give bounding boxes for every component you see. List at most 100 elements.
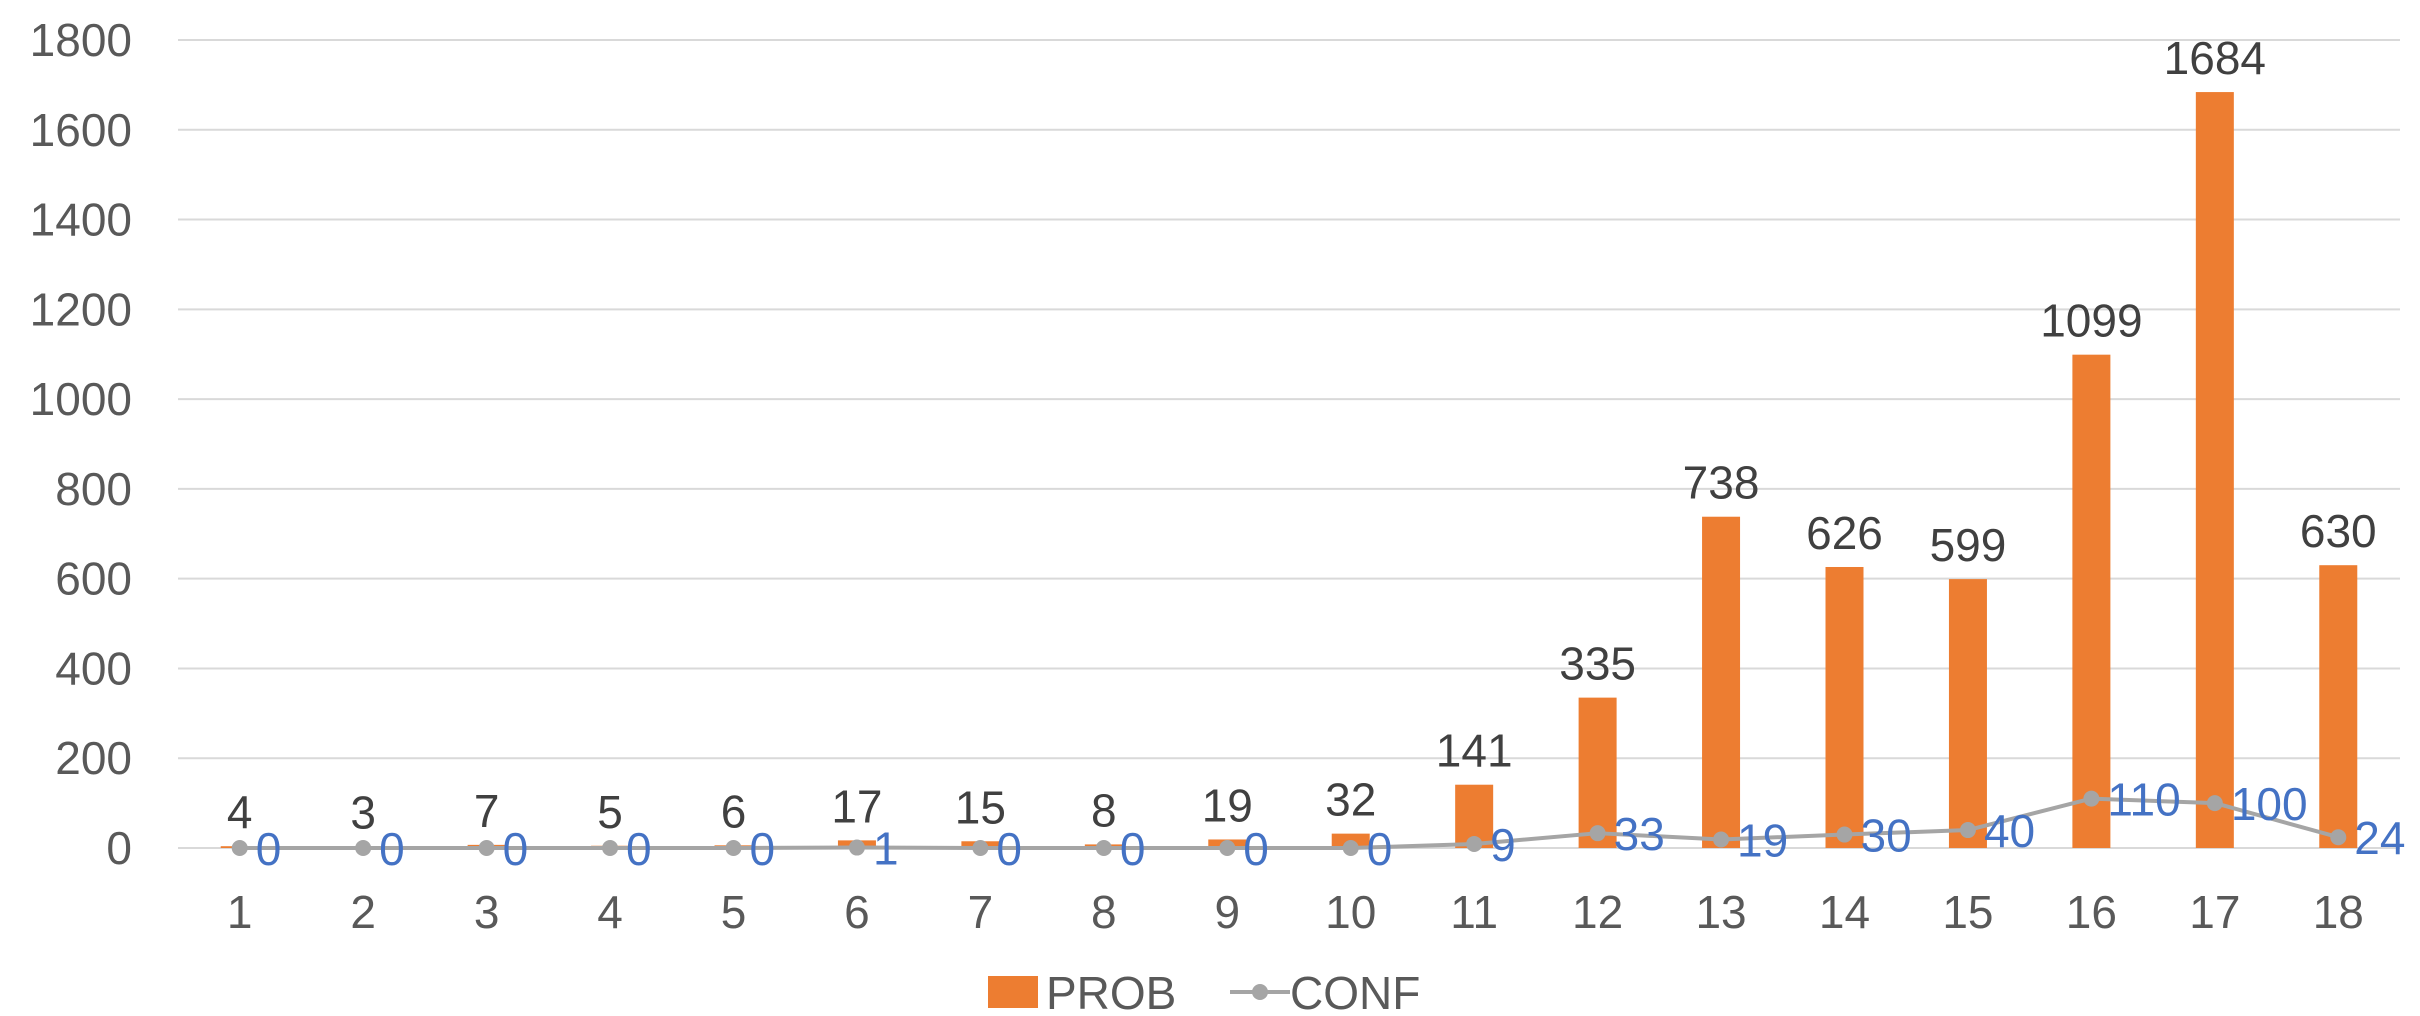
conf-point (1713, 831, 1730, 848)
conf-data-label: 0 (256, 823, 282, 875)
y-tick-label: 1800 (30, 14, 132, 66)
conf-point (1095, 840, 1112, 856)
conf-point (848, 839, 865, 856)
x-tick-label: 3 (474, 886, 500, 938)
conf-point (2083, 790, 2100, 807)
conf-point (478, 840, 495, 856)
conf-data-label: 40 (1984, 805, 2035, 857)
y-tick-label: 1200 (30, 283, 132, 335)
y-tick-label: 400 (55, 642, 132, 694)
y-tick-label: 800 (55, 463, 132, 515)
gridlines (178, 39, 2400, 849)
conf-data-label: 30 (1861, 810, 1912, 862)
y-tick-label: 1600 (30, 104, 132, 156)
prob-data-label: 15 (955, 781, 1006, 833)
conf-point (231, 840, 248, 856)
x-tick-label: 9 (1214, 886, 1240, 938)
conf-data-label: 0 (379, 823, 405, 875)
conf-data-label: 100 (2231, 778, 2308, 830)
x-tick-label: 16 (2066, 886, 2117, 938)
conf-data-label: 9 (1490, 819, 1516, 871)
conf-data-label: 0 (1120, 823, 1146, 875)
x-tick-label: 8 (1091, 886, 1117, 938)
prob-data-label: 599 (1930, 519, 2007, 571)
prob-data-label: 626 (1806, 507, 1883, 559)
legend-swatch-prob (988, 976, 1038, 1008)
y-tick-label: 1000 (30, 373, 132, 425)
conf-point (725, 840, 742, 856)
y-tick-label: 1400 (30, 194, 132, 246)
conf-data-label: 24 (2354, 812, 2405, 864)
conf-data-label: 0 (503, 823, 529, 875)
conf-data-label: 0 (1243, 823, 1269, 875)
conf-point (2206, 795, 2223, 812)
conf-data-label: 0 (1367, 823, 1393, 875)
conf-data-label: 110 (2107, 774, 2180, 826)
conf-data-label: 19 (1737, 814, 1788, 866)
prob-data-label: 32 (1325, 774, 1376, 826)
prob-data-label: 17 (831, 780, 882, 832)
prob-data-label: 141 (1436, 725, 1513, 777)
x-axis-tick-labels: 1 2 3 4 5 6 7 8 9 10 11 12 13 14 15 16 17 18 (227, 886, 2364, 938)
prob-bar (1948, 579, 1987, 848)
y-tick-label: 200 (55, 732, 132, 784)
prob-data-label: 1684 (2164, 32, 2266, 84)
conf-point (1959, 822, 1976, 839)
x-tick-label: 1 (227, 886, 253, 938)
prob-data-label: 5 (597, 786, 623, 838)
prob-data-label: 4 (227, 786, 253, 838)
x-tick-label: 4 (597, 886, 623, 938)
y-axis-tick-labels: 0 200 400 600 800 1000 1200 1400 1600 1800 (30, 14, 132, 874)
prob-data-label: 335 (1559, 638, 1636, 690)
legend: PROB CONF (988, 967, 1420, 1016)
conf-point (1342, 840, 1359, 856)
x-tick-label: 17 (2189, 886, 2240, 938)
legend-label-prob: PROB (1046, 967, 1176, 1016)
legend-label-conf: CONF (1290, 967, 1420, 1016)
conf-point (1219, 840, 1236, 856)
prob-data-label: 3 (350, 787, 376, 839)
x-tick-label: 13 (1695, 886, 1746, 938)
prob-data-label: 19 (1202, 779, 1253, 831)
prob-data-label: 8 (1091, 784, 1117, 836)
y-tick-label: 0 (106, 822, 132, 874)
x-tick-label: 18 (2313, 886, 2364, 938)
conf-point (2330, 829, 2347, 846)
conf-data-label: 33 (1614, 808, 1665, 860)
prob-bar (2195, 92, 2234, 849)
x-tick-label: 2 (350, 886, 376, 938)
x-tick-label: 12 (1572, 886, 1623, 938)
conf-data-label: 0 (996, 823, 1022, 875)
conf-data-label: 1 (873, 823, 899, 875)
prob-bar (1702, 516, 1741, 848)
prob-bar (2072, 354, 2111, 848)
x-tick-label: 7 (968, 886, 994, 938)
x-tick-label: 5 (721, 886, 747, 938)
prob-data-label: 6 (721, 785, 747, 837)
prob-data-labels: 4 3 7 5 6 17 15 8 19 32 141 335 738 626 599 1099 1684 630 (227, 32, 2377, 839)
x-tick-label: 6 (844, 886, 870, 938)
x-tick-label: 14 (1819, 886, 1870, 938)
conf-series-line (239, 796, 2339, 850)
conf-point (1589, 825, 1606, 842)
conf-line (231, 790, 2347, 856)
x-tick-label: 15 (1942, 886, 1993, 938)
conf-point (972, 840, 989, 856)
conf-data-label: 0 (750, 823, 776, 875)
prob-bar (1578, 697, 1617, 848)
prob-data-label: 1099 (2040, 295, 2142, 347)
conf-data-label: 0 (626, 823, 652, 875)
prob-data-label: 630 (2300, 505, 2377, 557)
legend-marker-conf (1252, 984, 1268, 1000)
y-tick-label: 600 (55, 553, 132, 605)
conf-point (1836, 826, 1853, 843)
conf-point (602, 840, 619, 856)
conf-point (1466, 835, 1483, 852)
prob-data-label: 7 (474, 785, 500, 837)
prob-data-label: 738 (1683, 457, 1760, 509)
prob-bar (2319, 565, 2358, 848)
x-tick-label: 10 (1325, 886, 1376, 938)
